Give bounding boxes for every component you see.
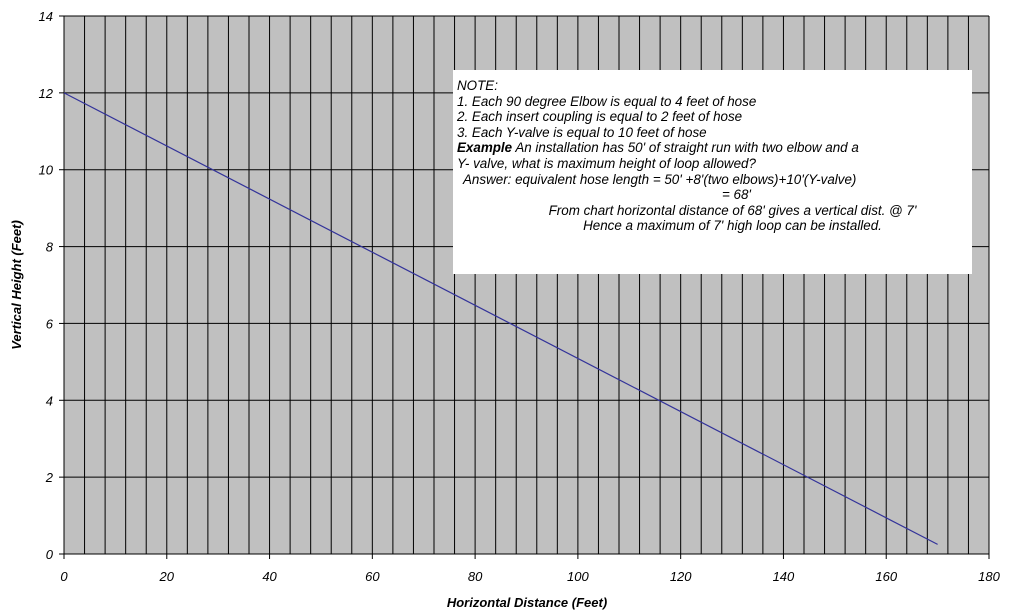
x-tick-label: 80 <box>468 569 483 584</box>
series-line-1 <box>63 92 938 545</box>
y-tick-label: 6 <box>46 316 54 331</box>
note-title: NOTE: <box>457 78 498 93</box>
x-tick-label: 0 <box>60 569 68 584</box>
x-tick-label: 140 <box>773 569 795 584</box>
note-box: NOTE: 1. Each 90 degree Elbow is equal t… <box>453 70 972 274</box>
y-tick-label: 14 <box>39 9 53 24</box>
x-tick-label: 120 <box>670 569 692 584</box>
x-tick-label: 160 <box>875 569 897 584</box>
note-item-3: 3. Each Y-valve is equal to 10 feet of h… <box>457 124 707 140</box>
note-item-2: 2. Each insert coupling is equal to 2 fe… <box>457 109 743 125</box>
x-axis-label: Horizontal Distance (Feet) <box>447 595 607 610</box>
note-item-1: 1. Each 90 degree Elbow is equal to 4 fe… <box>457 93 757 109</box>
x-tick-labels: 0 20 40 60 80 100 120 140 160 180 <box>60 554 1001 584</box>
y-tick-label: 12 <box>39 86 54 101</box>
y-tick-label: 0 <box>46 547 54 562</box>
note-example-2: Y- valve, what is maximum height of loop… <box>457 155 756 171</box>
answer-line-2: = 68' <box>722 187 751 203</box>
answer-line-1: Answer: equivalent hose length = 50' +8'… <box>463 171 857 187</box>
x-tick-label: 40 <box>262 569 277 584</box>
answer-line-3: From chart horizontal distance of 68' gi… <box>548 202 917 218</box>
note-example: Example An installation has 50' of strai… <box>457 140 968 156</box>
example-text: An installation has 50' of straight run … <box>512 140 859 156</box>
y-axis-label: Vertical Height (Feet) <box>9 220 24 350</box>
answer-line-4: Hence a maximum of 7' high loop can be i… <box>583 218 882 234</box>
x-tick-label: 100 <box>567 569 589 584</box>
x-tick-label: 20 <box>159 569 175 584</box>
example-label: Example <box>457 140 513 156</box>
y-tick-labels: 0 2 4 6 8 10 12 14 <box>39 9 64 562</box>
x-tick-label: 60 <box>365 569 380 584</box>
y-tick-label: 2 <box>45 470 54 485</box>
x-tick-label: 180 <box>978 569 1000 584</box>
y-tick-label: 8 <box>46 240 54 255</box>
series-lines <box>63 92 938 545</box>
y-tick-label: 4 <box>46 393 53 408</box>
y-tick-label: 10 <box>39 163 54 178</box>
